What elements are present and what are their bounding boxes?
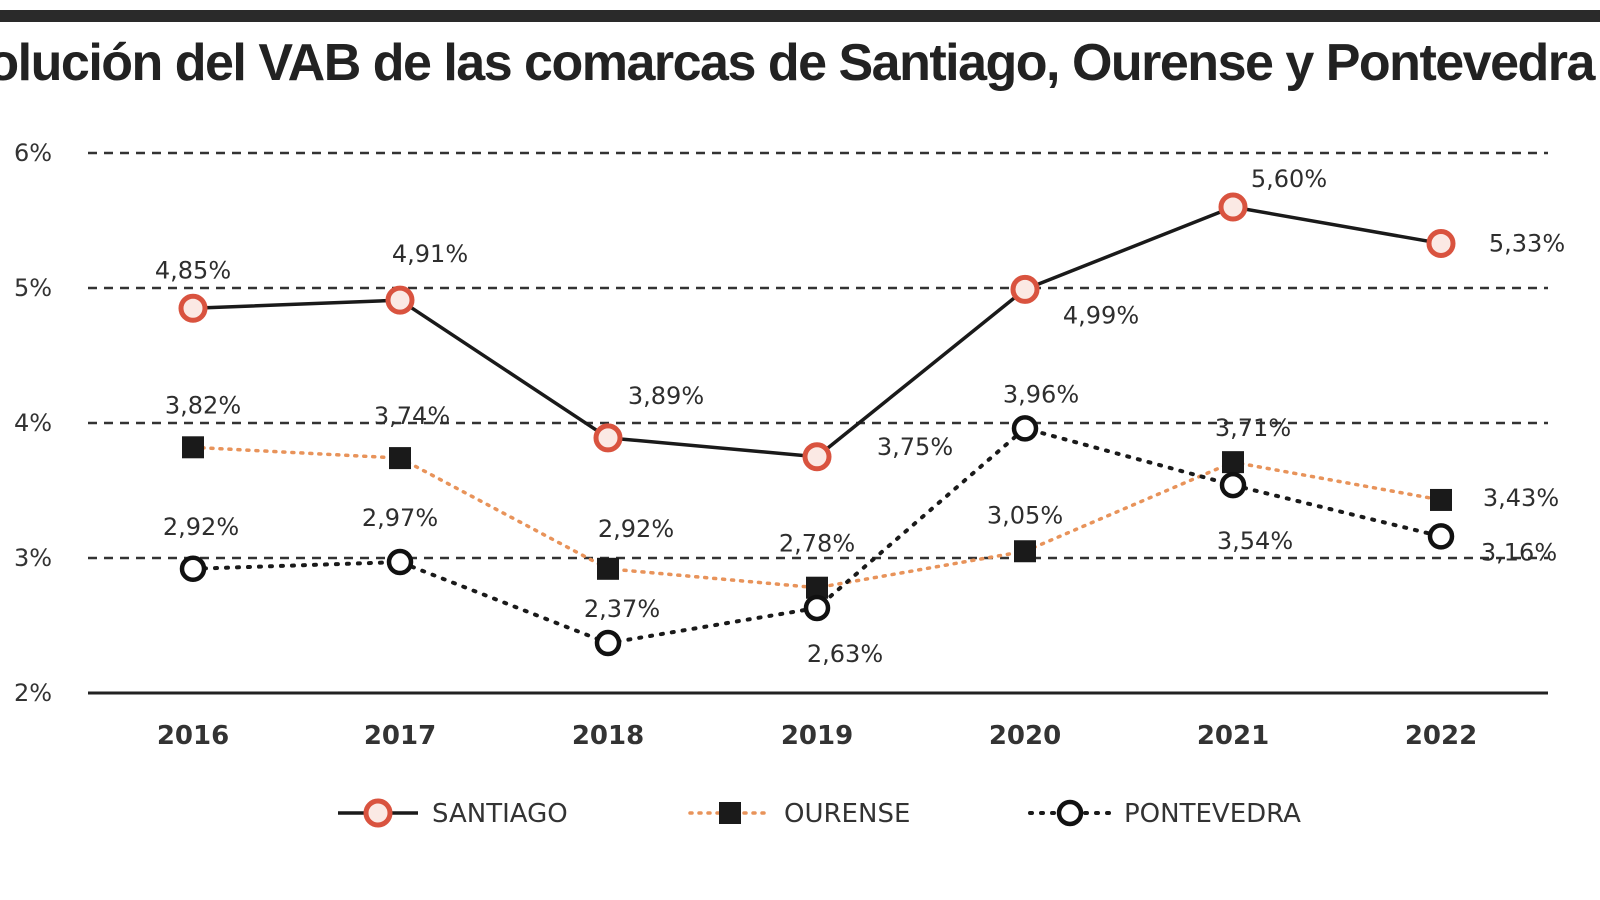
y-tick-label: 6% <box>14 139 52 167</box>
point-santiago-2016 <box>178 293 208 323</box>
legend-marker-pontevedra <box>1056 799 1084 827</box>
x-tick-label: 2018 <box>572 721 644 751</box>
point-pontevedra-2019 <box>803 594 831 622</box>
point-pontevedra-2022 <box>1427 523 1455 550</box>
point-santiago-2021 <box>1218 192 1248 222</box>
y-tick-label: 4% <box>14 409 52 437</box>
data-label-ourense-2019: 2,78% <box>779 530 855 558</box>
data-label-santiago-2019: 3,75% <box>877 433 953 461</box>
data-label-pontevedra-2020: 3,96% <box>1003 380 1079 408</box>
legend-label-pontevedra: PONTEVEDRA <box>1124 799 1301 829</box>
chart-title: volución del VAB de las comarcas de Sant… <box>0 34 1595 92</box>
data-label-ourense-2018: 2,92% <box>598 515 674 543</box>
data-label-pontevedra-2017: 2,97% <box>362 504 438 532</box>
point-ourense-2018 <box>597 557 619 580</box>
data-label-santiago-2018: 3,89% <box>628 382 704 410</box>
legend-item-ourense: OURENSE <box>688 799 910 829</box>
legend-label-ourense: OURENSE <box>784 799 910 829</box>
x-tick-label: 2017 <box>364 721 436 751</box>
point-santiago-2020 <box>1010 274 1040 304</box>
x-tick-label: 2019 <box>781 721 853 751</box>
point-pontevedra-2020 <box>1011 415 1039 442</box>
data-label-santiago-2020: 4,99% <box>1063 301 1139 329</box>
point-ourense-2021 <box>1222 451 1244 474</box>
legend-item-santiago: SANTIAGO <box>338 798 568 829</box>
data-label-ourense-2020: 3,05% <box>987 501 1063 529</box>
point-ourense-2017 <box>389 447 411 470</box>
x-tick-label: 2022 <box>1405 721 1477 751</box>
data-label-santiago-2017: 4,91% <box>392 240 468 268</box>
point-santiago-2022 <box>1426 228 1456 258</box>
point-santiago-2018 <box>593 423 623 453</box>
point-pontevedra-2021 <box>1219 471 1247 499</box>
x-tick-label: 2016 <box>157 721 229 751</box>
y-tick-label: 5% <box>14 274 52 302</box>
point-ourense-2016 <box>182 436 204 459</box>
point-pontevedra-2016 <box>179 555 207 583</box>
data-label-ourense-2016: 3,82% <box>165 391 241 419</box>
point-santiago-2017 <box>385 285 415 315</box>
data-label-ourense-2021: 3,71% <box>1215 414 1291 442</box>
point-ourense-2019 <box>806 576 828 599</box>
y-tick-label: 2% <box>14 679 52 707</box>
data-label-pontevedra-2021: 3,54% <box>1217 527 1293 555</box>
point-pontevedra-2017 <box>386 548 414 576</box>
point-ourense-2022 <box>1430 488 1452 511</box>
data-label-ourense-2022: 3,43% <box>1483 484 1559 512</box>
point-santiago-2019 <box>802 442 832 472</box>
data-label-santiago-2022: 5,33% <box>1489 229 1565 257</box>
data-label-santiago-2021: 5,60% <box>1251 165 1327 193</box>
data-label-pontevedra-2019: 2,63% <box>807 640 883 668</box>
x-tick-label: 2020 <box>989 721 1061 751</box>
data-label-pontevedra-2016: 2,92% <box>163 513 239 541</box>
legend-item-pontevedra: PONTEVEDRA <box>1028 799 1301 829</box>
legend-marker-ourense <box>719 802 741 824</box>
x-tick-label: 2021 <box>1197 721 1269 751</box>
data-label-santiago-2016: 4,85% <box>155 256 231 284</box>
top-rule <box>0 10 1600 22</box>
data-label-pontevedra-2018: 2,37% <box>584 595 660 623</box>
data-label-ourense-2017: 3,74% <box>374 402 450 430</box>
legend-label-santiago: SANTIAGO <box>432 799 568 829</box>
y-tick-label: 3% <box>14 544 52 572</box>
data-label-pontevedra-2022: 3,16% <box>1481 538 1557 566</box>
legend-marker-santiago <box>363 798 393 828</box>
point-pontevedra-2018 <box>594 629 622 657</box>
point-ourense-2020 <box>1014 540 1036 563</box>
